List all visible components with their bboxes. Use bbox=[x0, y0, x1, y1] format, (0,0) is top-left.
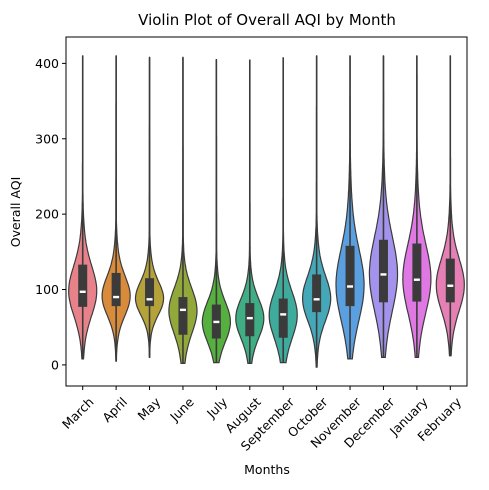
violin-iqr-box bbox=[145, 278, 155, 307]
x-tick-label: May bbox=[135, 394, 164, 423]
violin-june bbox=[168, 56, 198, 364]
violin-median bbox=[313, 298, 320, 301]
plot-frame bbox=[65, 36, 468, 387]
violin-iqr-box bbox=[378, 239, 388, 303]
violin-august bbox=[235, 59, 265, 364]
violin-iqr-box bbox=[78, 264, 88, 307]
violin-median bbox=[79, 290, 86, 293]
violin-iqr-box bbox=[312, 274, 322, 313]
violin-may bbox=[134, 56, 165, 358]
violin-december bbox=[368, 55, 399, 358]
y-axis: 0 100 200 300 400 bbox=[35, 56, 66, 372]
violin-median bbox=[213, 320, 220, 324]
y-tick-label: 100 bbox=[35, 282, 59, 297]
violin-april bbox=[101, 55, 131, 362]
violin-iqr-box bbox=[412, 243, 422, 302]
violin-november bbox=[335, 55, 365, 360]
y-tick-label: 200 bbox=[35, 207, 59, 222]
x-axis: March April May June JulyAugustSeptemberOcto… bbox=[59, 386, 465, 454]
violin-iqr-box bbox=[345, 245, 355, 307]
violin-july bbox=[201, 59, 232, 364]
violin-median bbox=[146, 298, 153, 301]
violin-march bbox=[68, 55, 98, 360]
violin-median bbox=[380, 273, 387, 276]
violin-median bbox=[113, 295, 120, 299]
violin-iqr-box bbox=[445, 258, 455, 303]
violin-iqr-box bbox=[245, 303, 255, 337]
violin-median bbox=[179, 308, 186, 312]
violin-median bbox=[280, 313, 287, 316]
y-tick-label: 0 bbox=[51, 357, 59, 372]
violin-october bbox=[302, 55, 332, 368]
violin-iqr-box bbox=[278, 298, 288, 338]
violin-median bbox=[347, 285, 354, 288]
violin-february bbox=[435, 55, 465, 357]
violin-median bbox=[246, 316, 253, 320]
x-tick-label: July bbox=[203, 394, 231, 422]
x-tick-label: March bbox=[59, 394, 97, 432]
chart-title: Violin Plot of Overall AQI by Month bbox=[138, 11, 396, 29]
violin-median bbox=[447, 284, 454, 287]
x-axis-label: Months bbox=[244, 462, 290, 477]
y-tick-label: 400 bbox=[35, 56, 59, 71]
x-tick-label: April bbox=[99, 394, 130, 425]
violin-median bbox=[413, 278, 420, 281]
violin-january bbox=[402, 55, 432, 358]
violin-september bbox=[268, 57, 298, 364]
y-tick-label: 300 bbox=[35, 131, 59, 146]
x-tick-label: June bbox=[166, 394, 197, 425]
violin-iqr-box bbox=[178, 297, 188, 335]
y-axis-label: Overall AQI bbox=[8, 177, 23, 248]
violin-iqr-box bbox=[111, 272, 121, 307]
plot-area bbox=[68, 55, 465, 368]
